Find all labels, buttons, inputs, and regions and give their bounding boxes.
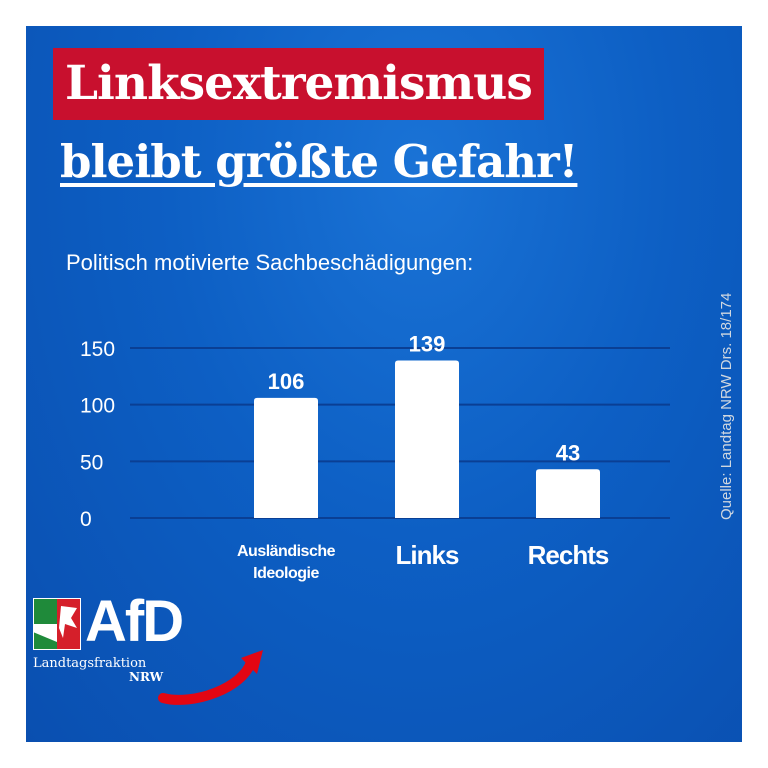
data-label: 43 — [556, 440, 580, 465]
nrw-coat-of-arms-icon — [33, 598, 81, 650]
category-label: Links — [396, 540, 459, 570]
headline-line-1: Linksextremismus — [53, 48, 544, 120]
category-label: Ausländische Ideologie — [237, 543, 336, 582]
data-label: 106 — [268, 369, 305, 394]
y-tick-label: 0 — [80, 508, 92, 531]
graphic-panel — [26, 26, 742, 742]
logo-subline: Landtagsfraktion — [33, 656, 147, 671]
bar — [254, 397, 318, 518]
chart-subtitle: Politisch motivierte Sachbeschädigungen: — [66, 250, 474, 275]
category-label: Rechts — [528, 540, 609, 570]
y-tick-label: 100 — [80, 395, 115, 418]
logo-region: NRW — [129, 670, 164, 684]
logo-arrow-icon — [158, 650, 263, 705]
data-label: 139 — [409, 331, 446, 356]
source-note: Quelle: Landtag NRW Drs. 18/174 — [718, 292, 735, 520]
headline-line-2: bleibt größte Gefahr! — [60, 135, 578, 188]
y-tick-label: 150 — [80, 338, 115, 361]
logo-wordmark: AfD — [85, 589, 184, 654]
bar — [395, 360, 459, 518]
afd-logo: AfD Landtagsfraktion NRW — [33, 589, 263, 708]
y-tick-label: 50 — [80, 451, 103, 474]
bar — [536, 469, 600, 518]
